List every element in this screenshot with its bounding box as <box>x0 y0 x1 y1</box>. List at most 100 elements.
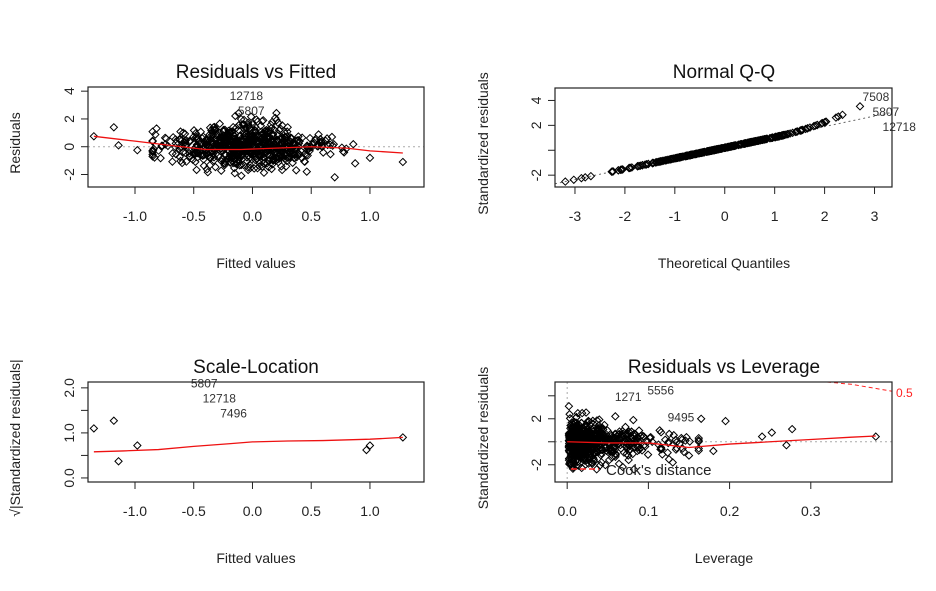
data-point <box>219 127 228 136</box>
data-point <box>239 115 249 125</box>
data-point <box>579 453 589 462</box>
data-point <box>277 165 287 175</box>
y-tick-label: 0 <box>61 143 77 151</box>
point-label: 7496 <box>220 407 247 421</box>
data-point <box>583 424 593 433</box>
data-point <box>260 135 269 145</box>
data-point <box>584 416 593 426</box>
data-point <box>230 168 240 178</box>
point-label: 12718 <box>203 392 237 406</box>
data-point <box>175 144 184 154</box>
data-point <box>205 147 215 157</box>
data-point <box>189 126 199 135</box>
x-tick-label: 0.1 <box>639 503 659 519</box>
data-point <box>231 111 240 121</box>
data-point <box>658 450 667 459</box>
data-point <box>305 133 315 143</box>
data-point <box>571 425 581 434</box>
data-point <box>205 154 215 163</box>
data-point <box>220 156 230 166</box>
data-point <box>337 143 347 152</box>
data-point <box>614 166 623 175</box>
data-point <box>252 115 261 124</box>
data-point <box>656 443 666 452</box>
data-point <box>273 136 283 145</box>
x-tick-label: 0.0 <box>243 503 263 519</box>
data-point <box>611 450 621 460</box>
data-point <box>253 163 262 173</box>
data-point <box>215 119 225 129</box>
data-point <box>235 147 245 157</box>
data-point <box>781 130 791 139</box>
data-point <box>624 427 634 437</box>
data-point <box>267 144 277 153</box>
data-point <box>230 134 239 144</box>
data-point <box>587 459 597 469</box>
y-tick-label: 2.0 <box>61 378 77 398</box>
data-point <box>820 117 829 127</box>
data-point <box>277 121 287 130</box>
data-point <box>365 153 375 163</box>
data-point <box>317 141 327 151</box>
data-point <box>302 167 312 176</box>
data-point <box>624 437 634 446</box>
data-point <box>646 432 656 442</box>
data-point <box>242 123 252 133</box>
data-point <box>614 459 624 469</box>
data-point <box>109 416 119 426</box>
data-point <box>114 141 123 150</box>
smoother-line <box>93 135 403 154</box>
data-point <box>327 132 337 142</box>
data-point <box>565 414 575 423</box>
data-point <box>782 440 791 450</box>
data-point <box>203 136 212 145</box>
data-point <box>232 137 241 147</box>
data-point <box>180 141 190 151</box>
x-axis-label: Fitted values <box>216 255 295 271</box>
data-point <box>679 447 689 457</box>
data-point <box>133 145 142 155</box>
y-axis-label: Standardized residuals <box>475 72 491 214</box>
x-tick-label: -1.0 <box>123 208 147 224</box>
data-point <box>258 139 268 149</box>
data-point <box>584 426 594 436</box>
data-point <box>584 438 594 448</box>
x-tick-label: 1.0 <box>360 503 380 519</box>
y-axis-label: √|Standardized residuals| <box>7 359 23 516</box>
data-point <box>248 131 258 141</box>
data-point <box>586 453 596 463</box>
panel-residuals-vs-fitted: Residuals vs Fitted Fitted values Residual… <box>7 62 425 271</box>
data-point <box>696 414 706 424</box>
y-tick-label: 2 <box>528 121 544 129</box>
data-point <box>614 438 623 448</box>
data-point <box>150 153 159 162</box>
data-point <box>818 118 827 128</box>
y-tick-label: -2 <box>61 168 77 181</box>
data-point <box>655 426 664 435</box>
data-point <box>214 142 224 151</box>
y-axis-label: Residuals <box>7 112 23 173</box>
data-point <box>656 427 666 437</box>
data-point <box>567 459 576 469</box>
data-point <box>803 123 812 133</box>
data-point <box>362 445 371 455</box>
point-label: 9495 <box>668 410 695 424</box>
x-tick-label: -3 <box>569 208 582 224</box>
smoother-line <box>567 435 876 449</box>
data-point <box>831 113 841 122</box>
y-axis-label: Standardized residuals <box>475 367 491 509</box>
data-point <box>89 131 99 141</box>
data-point <box>589 448 599 457</box>
data-point <box>246 112 256 121</box>
data-point <box>618 429 628 439</box>
y-tick-label: 0.0 <box>61 468 77 488</box>
data-point <box>573 442 583 452</box>
data-point <box>284 147 294 157</box>
data-point <box>564 459 574 469</box>
data-point <box>632 446 642 456</box>
data-point <box>583 454 592 463</box>
data-point <box>330 172 340 182</box>
data-point <box>569 175 579 185</box>
data-point <box>219 158 229 168</box>
data-point <box>574 449 584 458</box>
